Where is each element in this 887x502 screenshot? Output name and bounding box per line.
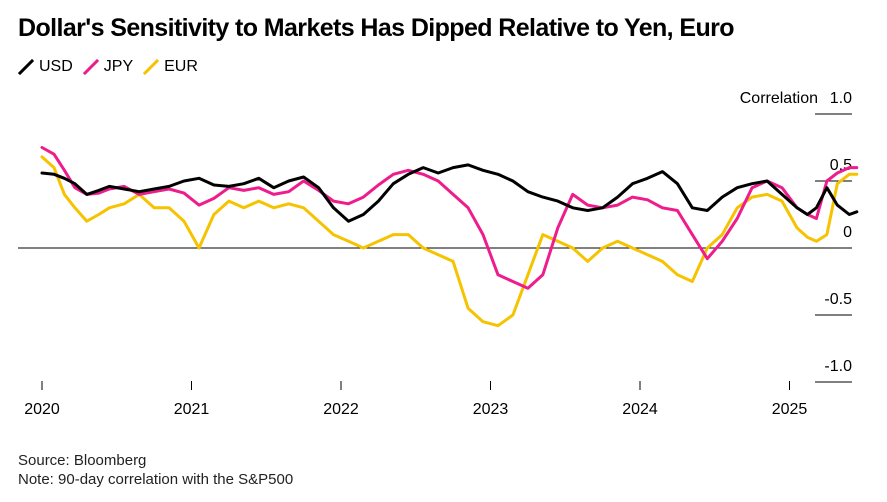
series-line-eur — [40, 155, 859, 328]
source-note: Source: Bloomberg — [18, 452, 147, 469]
footer: Source: Bloomberg Note: 90-day correlati… — [18, 451, 293, 489]
legend-label-usd: USD — [39, 58, 73, 75]
legend-swatch-usd — [18, 59, 34, 75]
x-tick-label-5: 2025 — [772, 401, 808, 418]
series-line-jpy — [40, 146, 859, 290]
legend-swatch-eur — [143, 59, 160, 75]
legend-label-eur: EUR — [164, 58, 198, 75]
x-tick-label-0: 2020 — [24, 401, 60, 418]
legend-label-jpy: JPY — [103, 58, 134, 75]
y-tick-label-4: -1.0 — [824, 358, 852, 375]
series-line-usd — [40, 163, 859, 223]
x-tick-label-1: 2021 — [174, 401, 210, 418]
legend-item-eur: EUR — [143, 58, 198, 76]
y-tick-label-0: 1.0 — [830, 90, 852, 107]
legend: USD JPY EUR — [18, 56, 208, 78]
legend-item-jpy: JPY — [82, 58, 134, 76]
y-axis-label: Correlation — [740, 90, 818, 107]
methodology-note: Note: 90-day correlation with the S&P500 — [18, 471, 294, 488]
legend-swatch-jpy — [82, 59, 99, 75]
y-tick-label-3: -0.5 — [824, 291, 852, 308]
x-tick-label-4: 2024 — [622, 401, 658, 418]
legend-item-usd: USD — [18, 58, 73, 76]
x-tick-label-2: 2022 — [323, 401, 359, 418]
chart-title: Dollar's Sensitivity to Markets Has Dipp… — [18, 14, 735, 42]
x-tick-label-3: 2023 — [473, 401, 509, 418]
y-tick-label-2: 0 — [843, 224, 852, 241]
